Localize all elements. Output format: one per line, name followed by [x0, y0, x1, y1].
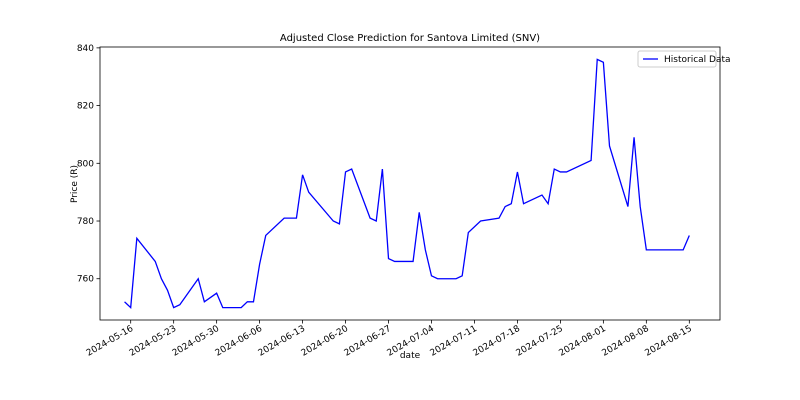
x-tick-label: 2024-07-11	[429, 324, 479, 359]
legend-label: Historical Data	[664, 55, 731, 65]
x-tick-label: 2024-08-08	[601, 324, 652, 359]
x-tick-label: 2024-05-30	[171, 324, 222, 359]
x-tick-label: 2024-06-27	[343, 324, 393, 359]
y-tick-label: 840	[77, 44, 94, 54]
x-tick-label: 2024-07-18	[472, 324, 523, 359]
y-tick-label: 820	[77, 102, 94, 112]
x-tick-label: 2024-08-15	[644, 324, 694, 359]
x-tick-label: 2024-07-25	[515, 324, 565, 359]
x-tick-label: 2024-05-16	[85, 324, 136, 359]
series-line	[124, 58, 690, 309]
plot-frame	[99, 46, 721, 321]
y-tick-label: 800	[77, 159, 94, 169]
y-tick-label: 760	[77, 275, 94, 285]
x-tick-label: 2024-05-23	[128, 324, 178, 359]
chart-title: Adjusted Close Prediction for Santova Li…	[280, 33, 540, 44]
y-axis-label: Price (R)	[70, 165, 80, 203]
x-tick-label: 2024-06-13	[257, 324, 307, 359]
y-tick-label: 780	[77, 217, 94, 227]
x-tick-label: 2024-06-20	[300, 324, 351, 359]
x-tick-label: 2024-08-01	[558, 324, 608, 359]
x-axis-label: date	[400, 351, 421, 361]
x-tick-label: 2024-06-06	[214, 324, 265, 359]
legend-box	[637, 50, 717, 68]
